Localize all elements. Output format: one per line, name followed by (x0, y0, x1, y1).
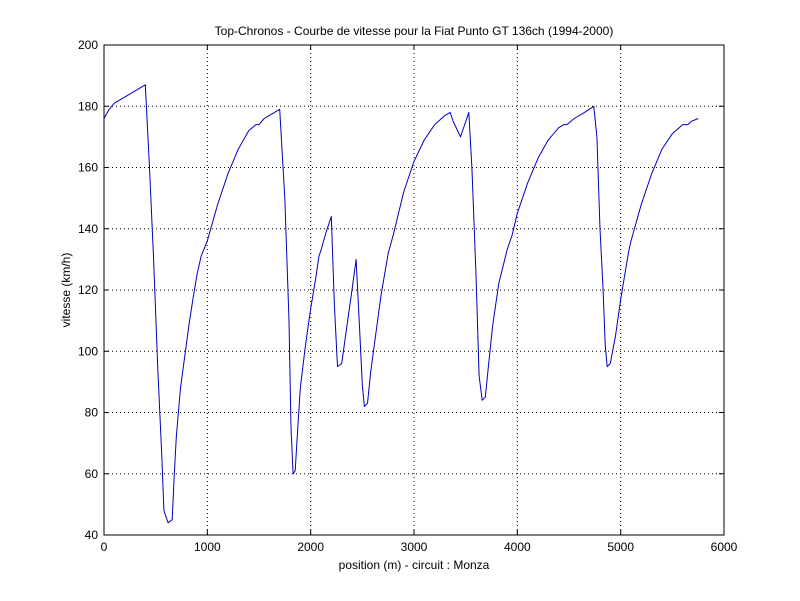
axis-ticks: 0 1000 2000 3000 4000 5000 6000 40 60 80 100 120 140… (78, 38, 738, 554)
y-tick-label: 80 (85, 406, 99, 420)
y-tick-label: 40 (85, 528, 99, 542)
y-tick-label: 100 (78, 344, 98, 358)
series-layer (103, 84, 699, 524)
x-axis-title: position (m) - circuit : Monza (339, 558, 490, 572)
y-tick-label: 120 (78, 283, 98, 297)
y-tick-label: 160 (78, 161, 98, 175)
gridlines (104, 45, 724, 535)
x-tick-label: 2000 (297, 540, 324, 554)
y-tick-label: 60 (85, 467, 99, 481)
x-tick-label: 6000 (711, 540, 738, 554)
chart-title: Top-Chronos - Courbe de vitesse pour la … (215, 24, 614, 38)
y-axis-title: vitesse (km/h) (59, 253, 73, 328)
y-tick-label: 180 (78, 99, 98, 113)
x-tick-label: 3000 (401, 540, 428, 554)
x-tick-label: 5000 (607, 540, 634, 554)
x-tick-label: 4000 (504, 540, 531, 554)
series-line (103, 84, 699, 524)
x-tick-label: 1000 (194, 540, 221, 554)
y-tick-label: 140 (78, 222, 98, 236)
x-tick-label: 0 (101, 540, 108, 554)
y-tick-label: 200 (78, 38, 98, 52)
